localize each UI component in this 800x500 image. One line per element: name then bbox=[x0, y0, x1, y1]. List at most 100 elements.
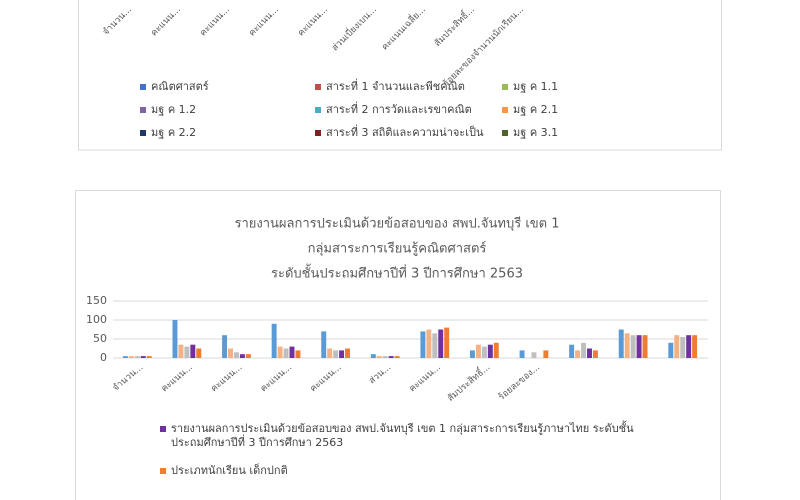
bar bbox=[172, 320, 178, 358]
bar bbox=[271, 323, 277, 358]
bar bbox=[134, 356, 140, 358]
bar bbox=[388, 356, 394, 358]
legend-item: สาระที่ 1 จำนวนและพีชคณิต bbox=[315, 80, 465, 94]
legend-swatch bbox=[140, 130, 146, 136]
bar bbox=[370, 354, 376, 358]
chart-title: ระดับชั้นประถมศึกษาปีที่ 3 ปีการศึกษา 25… bbox=[271, 264, 523, 282]
bar bbox=[196, 348, 202, 358]
bar bbox=[382, 356, 388, 358]
legend-label: สาระที่ 2 การวัดและเรขาคณิต bbox=[326, 103, 472, 116]
bar bbox=[190, 344, 196, 358]
legend-item: มฐ ค 1.1 bbox=[502, 80, 558, 94]
bar bbox=[128, 356, 134, 358]
bar bbox=[277, 346, 283, 358]
legend-item: มฐ ค 2.2 bbox=[140, 126, 196, 140]
bar bbox=[642, 335, 648, 358]
legend-swatch bbox=[502, 107, 508, 113]
legend-label: รายงานผลการประเมินด้วยข้อสอบของ สพป.จันท… bbox=[171, 422, 634, 449]
top-panel bbox=[78, 0, 722, 151]
legend-label: มฐ ค 3.1 bbox=[513, 126, 559, 139]
bar bbox=[245, 354, 251, 358]
bar bbox=[686, 335, 692, 358]
y-tick-label: 100 bbox=[86, 313, 107, 326]
legend-label: มฐ ค 2.1 bbox=[513, 103, 559, 116]
legend-label: ประเภทนักเรียน เด็กปกติ bbox=[171, 464, 288, 477]
bar bbox=[184, 346, 190, 358]
legend-item: มฐ ค 3.1 bbox=[502, 126, 558, 140]
legend-item: สาระที่ 2 การวัดและเรขาคณิต bbox=[315, 103, 472, 117]
legend-item: สาระที่ 3 สถิติและความน่าจะเป็น bbox=[315, 126, 483, 140]
bar bbox=[222, 335, 228, 358]
bar bbox=[327, 348, 333, 358]
bar bbox=[146, 356, 152, 358]
legend-swatch bbox=[315, 107, 321, 113]
y-tick-label: 0 bbox=[100, 351, 107, 364]
bar bbox=[475, 344, 481, 358]
bar bbox=[624, 333, 630, 358]
bar bbox=[587, 348, 592, 358]
y-tick-label: 150 bbox=[86, 294, 107, 307]
bar bbox=[233, 352, 239, 358]
bar bbox=[239, 354, 245, 358]
legend-swatch bbox=[315, 130, 321, 136]
bar bbox=[295, 350, 301, 358]
legend-swatch bbox=[160, 426, 166, 432]
bottom-panel bbox=[75, 190, 721, 500]
legend-label: มฐ ค 2.2 bbox=[151, 126, 197, 139]
legend-label: คณิตศาสตร์ bbox=[151, 80, 209, 93]
legend-swatch bbox=[160, 468, 166, 474]
legend-swatch bbox=[140, 107, 146, 113]
legend-swatch bbox=[140, 84, 146, 90]
bar bbox=[321, 331, 327, 358]
legend-label: สาระที่ 1 จำนวนและพีชคณิต bbox=[326, 80, 465, 93]
bar bbox=[420, 331, 426, 358]
bar bbox=[289, 346, 295, 358]
bar bbox=[470, 350, 475, 358]
bar bbox=[674, 335, 680, 358]
legend-item: มฐ ค 1.2 bbox=[140, 103, 196, 117]
y-tick-label: 50 bbox=[93, 332, 107, 345]
legend-swatch bbox=[502, 84, 508, 90]
bar bbox=[333, 350, 339, 358]
bar bbox=[178, 344, 184, 358]
bar bbox=[481, 346, 487, 358]
bar bbox=[339, 350, 345, 358]
bar bbox=[569, 344, 575, 358]
bar bbox=[345, 348, 350, 358]
chart-title: กลุ่มสาระการเรียนรู้คณิตศาสตร์ bbox=[308, 241, 487, 257]
legend-item: มฐ ค 2.1 bbox=[502, 103, 558, 117]
bar bbox=[680, 337, 686, 358]
bar bbox=[692, 335, 698, 358]
bar bbox=[592, 350, 598, 358]
bar bbox=[630, 335, 636, 358]
bar bbox=[426, 329, 432, 358]
legend-label: มฐ ค 1.2 bbox=[151, 103, 197, 116]
bar bbox=[376, 356, 382, 358]
bar bbox=[432, 333, 438, 358]
legend-label: มฐ ค 1.1 bbox=[513, 80, 559, 93]
bar bbox=[444, 327, 450, 358]
chart-title: รายงานผลการประเมินด้วยข้อสอบของ สพป.จันท… bbox=[234, 216, 559, 232]
bar bbox=[228, 348, 233, 358]
legend-item: คณิตศาสตร์ bbox=[140, 80, 209, 94]
legend-item: ประเภทนักเรียน เด็กปกติ bbox=[160, 464, 650, 478]
bar bbox=[543, 350, 549, 358]
bar bbox=[438, 329, 444, 358]
legend-item: รายงานผลการประเมินด้วยข้อสอบของ สพป.จันท… bbox=[160, 422, 650, 450]
bar bbox=[668, 342, 674, 358]
legend-swatch bbox=[502, 130, 508, 136]
bar bbox=[122, 356, 128, 358]
bar bbox=[140, 356, 146, 358]
legend-label: สาระที่ 3 สถิติและความน่าจะเป็น bbox=[326, 126, 484, 139]
bar bbox=[487, 344, 493, 358]
bar bbox=[531, 352, 537, 358]
bar bbox=[493, 342, 499, 358]
bar bbox=[581, 342, 587, 358]
bar bbox=[519, 350, 525, 358]
bar bbox=[575, 350, 581, 358]
bar bbox=[636, 335, 642, 358]
bar bbox=[394, 356, 400, 358]
legend-swatch bbox=[315, 84, 321, 90]
